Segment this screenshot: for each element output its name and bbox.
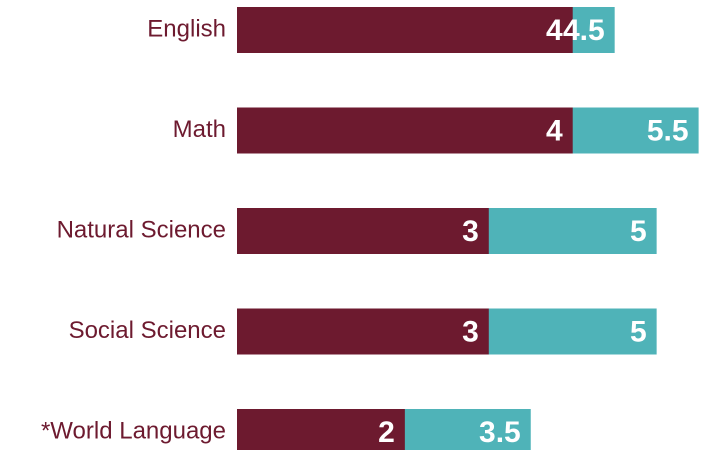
value-label: 4.5 bbox=[563, 14, 605, 47]
category-label: *World Language bbox=[41, 417, 226, 444]
value-label: 5 bbox=[630, 215, 647, 248]
value-label: 4 bbox=[546, 14, 563, 47]
bar bbox=[237, 7, 573, 53]
bar bbox=[237, 208, 489, 254]
category-label: Math bbox=[173, 116, 226, 143]
category-label: English bbox=[147, 15, 226, 42]
category-label: Natural Science bbox=[57, 216, 226, 243]
bar bbox=[237, 107, 573, 154]
value-label: 3 bbox=[462, 215, 479, 248]
value-label: 3 bbox=[462, 315, 479, 348]
value-label: 2 bbox=[378, 416, 395, 449]
value-label: 3.5 bbox=[479, 416, 521, 449]
bar bbox=[237, 409, 405, 450]
value-label: 5 bbox=[630, 315, 647, 348]
category-label: Social Science bbox=[69, 317, 226, 344]
value-label: 4 bbox=[546, 114, 563, 147]
bar bbox=[237, 308, 489, 355]
value-label: 5.5 bbox=[647, 114, 689, 147]
